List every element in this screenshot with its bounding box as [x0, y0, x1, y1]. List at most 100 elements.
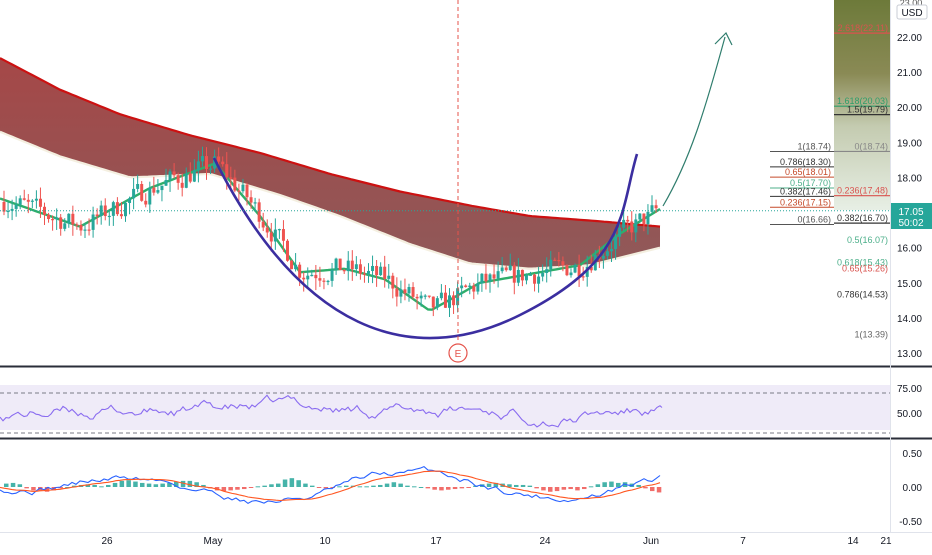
candle-body [472, 285, 476, 292]
rsi-pane[interactable]: 75.00 50.00 [0, 384, 922, 434]
drawing-overlays[interactable] [0, 31, 890, 340]
price-candles[interactable] [2, 146, 658, 318]
candle-body [83, 229, 87, 231]
fib-right-level-label: 0.382(16.70) [837, 213, 888, 223]
candle-body [71, 213, 75, 225]
fib-right-level-label: 0.618(15.43) [837, 258, 888, 268]
candle-body [67, 213, 71, 224]
macd-histogram-bar [289, 478, 295, 487]
currency-label: USD [901, 8, 922, 19]
candle-body [350, 260, 354, 270]
candle-body [34, 198, 38, 201]
macd-histogram-bar [588, 486, 594, 488]
cup-pattern-arc[interactable] [212, 153, 639, 340]
fib-left-level-label: 0.236(17.15) [780, 197, 831, 207]
candle-body [281, 229, 285, 241]
candle-body [638, 213, 642, 220]
candle-body [6, 210, 10, 213]
macd-histogram-bar [493, 482, 499, 487]
candle-body [512, 265, 516, 283]
earnings-event-marker[interactable]: E [448, 0, 468, 363]
price-tick-label: 16.00 [897, 244, 922, 255]
macd-histogram-bar [235, 487, 240, 490]
fib-right-level-label: 2.618(22.11) [838, 23, 888, 33]
candle-body [14, 204, 18, 209]
macd-histogram-bar [194, 482, 199, 487]
candle-body [500, 267, 504, 272]
macd-histogram-bar [72, 485, 77, 487]
macd-histogram-bar [140, 482, 145, 487]
macd-pane[interactable]: 0.50 0.00 -0.50 [0, 449, 922, 528]
fib-levels-right[interactable]: 2.618(22.11) 1.618(20.03)1.5(19.79) 0(18.7… [834, 23, 890, 339]
rsi-tick-label: 50.00 [897, 409, 922, 420]
time-axis[interactable]: 26 May 10 17 24 Jun 7 14 21 [101, 536, 892, 547]
candle-body [192, 170, 196, 182]
projection-arrow-line[interactable] [662, 36, 726, 207]
candle-body [618, 227, 622, 237]
macd-histogram-bar [133, 481, 138, 487]
macd-histogram-bar [432, 487, 437, 490]
macd-histogram-bar [507, 484, 512, 487]
candle-body [480, 273, 484, 284]
ma-fast-line[interactable] [0, 163, 661, 311]
candle-body [63, 223, 67, 229]
candle-body [217, 156, 221, 162]
candle-body [375, 265, 379, 276]
time-tick-label: Jun [643, 536, 659, 547]
macd-histogram-bar [248, 487, 254, 488]
ma-slow-line[interactable] [0, 57, 661, 228]
candle-body [124, 202, 127, 217]
candle-body [338, 258, 342, 271]
candle-body [553, 259, 557, 261]
macd-histogram-bar [446, 487, 451, 490]
price-axis[interactable] [890, 0, 932, 532]
candle-body [508, 265, 512, 271]
candle-body [156, 190, 160, 193]
fib-right-level-label: 0.5(16.07) [847, 235, 888, 245]
candle-body [549, 259, 553, 270]
macd-line[interactable] [0, 465, 661, 505]
macd-histogram-bar [262, 485, 267, 487]
fib-extension-box[interactable] [834, 0, 890, 210]
moving-average-cloud [0, 58, 660, 269]
candle-body [265, 227, 269, 233]
macd-tick-label: 0.50 [903, 449, 923, 460]
macd-signal-line[interactable] [0, 470, 661, 502]
macd-histogram-bar [636, 484, 641, 487]
macd-histogram-bar [405, 485, 410, 487]
price-tick-label: 20.00 [897, 103, 922, 114]
candle-body [371, 265, 375, 271]
candle-body [614, 236, 618, 250]
macd-histogram-bar [31, 487, 36, 491]
candle-body [115, 202, 119, 215]
candle-body [330, 269, 334, 281]
candle-body [188, 173, 192, 182]
candle-body [99, 205, 103, 216]
candle-body [362, 273, 366, 275]
candle-body [79, 224, 83, 231]
macd-histogram-bar [425, 487, 431, 489]
candle-body [537, 276, 541, 284]
rsi-line[interactable] [0, 394, 663, 428]
macd-histogram-bar [582, 487, 587, 490]
time-tick-label: 7 [740, 536, 746, 547]
macd-histogram-bar [391, 482, 397, 487]
macd-histogram-bar [85, 484, 91, 487]
time-tick-label: 24 [539, 536, 551, 547]
macd-histogram-bar [44, 487, 50, 492]
fib-retracement-left[interactable]: 1(18.74) 0.786(18.30)0.65(18.01)0.5(17.70… [770, 141, 834, 225]
macd-histogram-bar [650, 487, 655, 492]
candle-body [642, 213, 646, 225]
price-tick-label: 13.00 [897, 349, 922, 360]
currency-badge[interactable] [896, 4, 928, 20]
candle-body [136, 184, 140, 189]
candle-body [2, 202, 6, 212]
macd-histogram-bar [276, 483, 281, 487]
macd-histogram-bar [439, 487, 444, 491]
macd-histogram-bar [174, 481, 179, 487]
candle-body [557, 259, 561, 262]
candle-body [225, 164, 229, 178]
macd-histogram-bar [228, 487, 233, 491]
macd-histogram-bar [344, 485, 349, 487]
